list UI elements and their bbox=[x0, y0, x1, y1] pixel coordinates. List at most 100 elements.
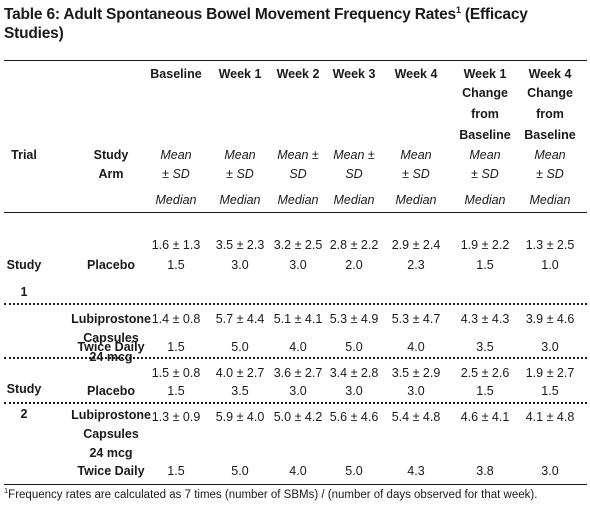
mean-sd-value: 5.4 ± 4.8 bbox=[391, 410, 441, 424]
column-header-sub: from bbox=[471, 107, 499, 121]
column-header: Baseline bbox=[150, 67, 202, 81]
mean-sd-value: 3.5 ± 2.9 bbox=[391, 366, 441, 380]
stat-label: ± SD bbox=[226, 167, 254, 181]
mean-sd-value: 3.4 ± 2.8 bbox=[329, 366, 379, 380]
stat-label: Mean ± bbox=[333, 148, 375, 162]
mean-sd-value: 4.6 ± 4.1 bbox=[460, 410, 510, 424]
arm-name: Twice Daily bbox=[77, 340, 145, 354]
median-label: Median bbox=[395, 193, 437, 207]
stat-label: Mean bbox=[160, 148, 192, 162]
study-label: Study bbox=[6, 382, 42, 396]
column-header: Week 1 bbox=[218, 67, 262, 81]
median-value: 1.5 bbox=[167, 258, 185, 272]
median-value: 3.0 bbox=[541, 340, 559, 354]
mean-sd-value: 5.3 ± 4.9 bbox=[329, 312, 379, 326]
mean-sd-value: 5.6 ± 4.6 bbox=[329, 410, 379, 424]
mean-sd-value: 4.3 ± 4.3 bbox=[460, 312, 510, 326]
mean-sd-value: 2.8 ± 2.2 bbox=[329, 238, 379, 252]
mean-sd-value: 5.7 ± 4.4 bbox=[215, 312, 265, 326]
column-header-sub: Change bbox=[462, 86, 508, 100]
arm-divider-1 bbox=[4, 303, 587, 305]
median-value: 4.3 bbox=[407, 464, 425, 478]
column-header: Week 4 bbox=[394, 67, 438, 81]
median-value: 3.0 bbox=[289, 384, 307, 398]
arm-name: Lubiprostone bbox=[71, 408, 151, 422]
median-label: Median bbox=[333, 193, 375, 207]
stat-label: ± SD bbox=[162, 167, 190, 181]
median-value: 5.0 bbox=[231, 340, 249, 354]
stat-label: Mean bbox=[469, 148, 501, 162]
mean-sd-value: 3.9 ± 4.6 bbox=[525, 312, 575, 326]
median-value: 1.5 bbox=[476, 258, 494, 272]
header-rule bbox=[4, 212, 587, 213]
median-value: 1.5 bbox=[167, 340, 185, 354]
median-value: 3.5 bbox=[476, 340, 494, 354]
mean-sd-value: 5.0 ± 4.2 bbox=[273, 410, 323, 424]
stat-label: Mean bbox=[534, 148, 566, 162]
median-value: 3.0 bbox=[231, 258, 249, 272]
mean-sd-value: 5.9 ± 4.0 bbox=[215, 410, 265, 424]
mean-sd-value: 5.1 ± 4.1 bbox=[273, 312, 323, 326]
median-label: Median bbox=[464, 193, 506, 207]
stat-label: SD bbox=[345, 167, 363, 181]
median-value: 3.0 bbox=[345, 384, 363, 398]
mean-sd-value: 3.2 ± 2.5 bbox=[273, 238, 323, 252]
arm-name: Lubiprostone bbox=[71, 312, 151, 326]
mean-sd-value: 5.3 ± 4.7 bbox=[391, 312, 441, 326]
stat-label: ± SD bbox=[402, 167, 430, 181]
stat-label: ± SD bbox=[471, 167, 499, 181]
median-value: 3.0 bbox=[541, 464, 559, 478]
study-label: 2 bbox=[20, 407, 28, 421]
mean-sd-value: 3.5 ± 2.3 bbox=[215, 238, 265, 252]
median-value: 3.0 bbox=[289, 258, 307, 272]
mean-sd-value: 1.9 ± 2.7 bbox=[525, 366, 575, 380]
median-value: 5.0 bbox=[345, 340, 363, 354]
column-header-sub: Change bbox=[527, 86, 573, 100]
mean-sd-value: 3.6 ± 2.7 bbox=[273, 366, 323, 380]
column-header: Week 3 bbox=[332, 67, 376, 81]
mean-sd-value: 1.3 ± 0.9 bbox=[151, 410, 201, 424]
arm-name: Capsules bbox=[83, 427, 139, 441]
median-value: 3.5 bbox=[231, 384, 249, 398]
arm-name: 24 mcg bbox=[89, 446, 133, 460]
mean-sd-value: 1.6 ± 1.3 bbox=[151, 238, 201, 252]
median-value: 1.0 bbox=[541, 258, 559, 272]
mean-sd-value: 4.0 ± 2.7 bbox=[215, 366, 265, 380]
study-label: 1 bbox=[20, 285, 28, 299]
median-label: Median bbox=[529, 193, 571, 207]
stat-label: Mean bbox=[400, 148, 432, 162]
mean-sd-value: 1.9 ± 2.2 bbox=[460, 238, 510, 252]
arm-name: 24 mcg bbox=[89, 350, 133, 364]
column-header: Week 1 bbox=[463, 67, 507, 81]
median-value: 4.0 bbox=[407, 340, 425, 354]
stat-label: ± SD bbox=[536, 167, 564, 181]
median-value: 2.0 bbox=[345, 258, 363, 272]
study-arm-header: Arm bbox=[98, 167, 124, 181]
footnote: 1Frequency rates are calculated as 7 tim… bbox=[4, 486, 538, 501]
column-header-sub: Baseline bbox=[459, 128, 511, 142]
median-value: 4.0 bbox=[289, 340, 307, 354]
median-label: Median bbox=[155, 193, 197, 207]
stat-label: Mean ± bbox=[277, 148, 319, 162]
column-header: Week 2 bbox=[276, 67, 320, 81]
study-arm-header: Study bbox=[93, 148, 129, 162]
median-value: 4.0 bbox=[289, 464, 307, 478]
mean-sd-value: 1.4 ± 0.8 bbox=[151, 312, 201, 326]
mean-sd-value: 2.9 ± 2.4 bbox=[391, 238, 441, 252]
trial-header: Trial bbox=[11, 148, 37, 162]
median-value: 1.5 bbox=[476, 384, 494, 398]
mean-sd-value: 1.3 ± 2.5 bbox=[525, 238, 575, 252]
arm-name: Placebo bbox=[87, 384, 135, 398]
median-value: 5.0 bbox=[231, 464, 249, 478]
stat-label: SD bbox=[289, 167, 307, 181]
arm-name: Twice Daily bbox=[77, 464, 145, 478]
arm-name: Capsules bbox=[83, 331, 139, 345]
median-label: Median bbox=[219, 193, 261, 207]
median-value: 5.0 bbox=[345, 464, 363, 478]
median-value: 3.0 bbox=[407, 384, 425, 398]
column-header-sub: from bbox=[536, 107, 564, 121]
median-value: 1.5 bbox=[167, 384, 185, 398]
study-label: Study bbox=[6, 258, 42, 272]
table-title: Table 6: Adult Spontaneous Bowel Movemen… bbox=[4, 5, 528, 43]
median-value: 2.3 bbox=[407, 258, 425, 272]
